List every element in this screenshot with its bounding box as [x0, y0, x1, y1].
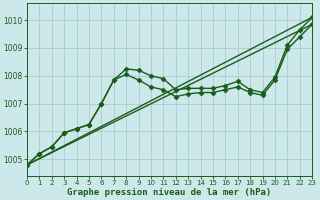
X-axis label: Graphe pression niveau de la mer (hPa): Graphe pression niveau de la mer (hPa) — [68, 188, 272, 197]
